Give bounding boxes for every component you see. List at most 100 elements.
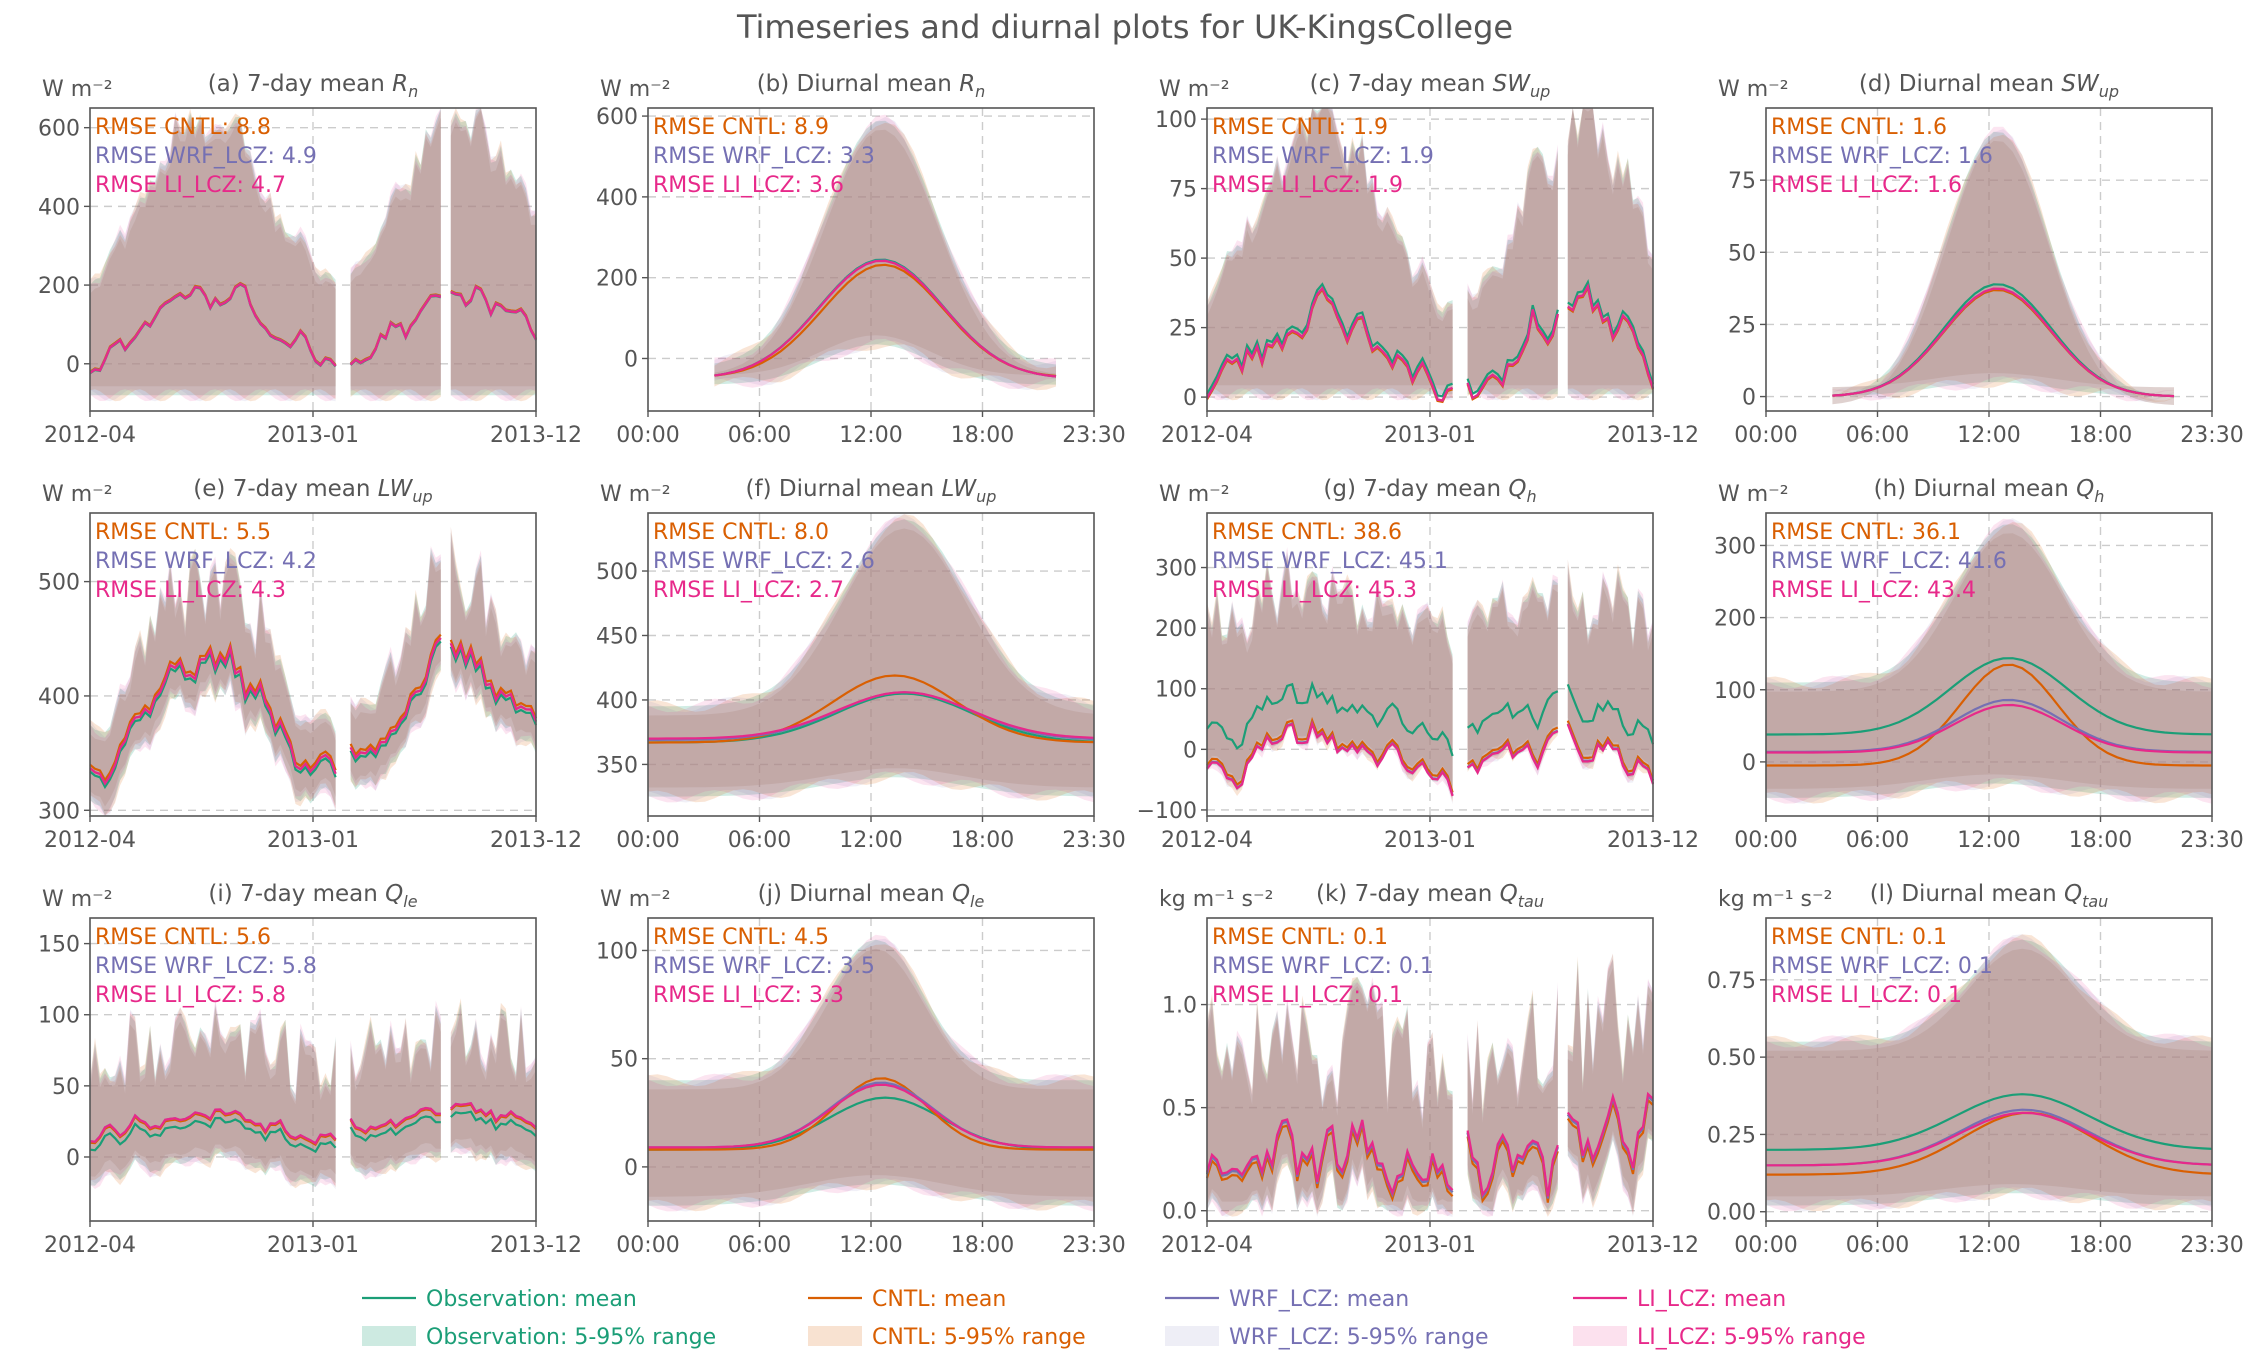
wrf_lcz-range-band	[648, 514, 1094, 803]
x-tick-label: 12:00	[1957, 828, 2020, 853]
x-tick-label: 2013-12	[1607, 828, 1699, 853]
observation-range-band	[90, 108, 536, 396]
li_lcz-range-band	[714, 114, 1056, 389]
overlap-range-band	[1207, 968, 1653, 1202]
y-tick-label: 400	[38, 685, 80, 710]
x-tick-label: 12:00	[839, 828, 902, 853]
wrf_lcz-range-band	[90, 527, 536, 816]
y-tick-label: 300	[38, 799, 80, 824]
panel-l: 00:00 06:00 12:00 18:00 23:30 0.00 0.25 0.50 0.7…	[1707, 881, 2244, 1258]
y-unit-label: W m⁻²	[42, 887, 113, 912]
li_lcz-mean-line	[1766, 703, 2213, 754]
rmse-li_lcz: RMSE LI_LCZ: 5.8	[95, 983, 286, 1008]
y-tick-label: 100	[596, 939, 638, 964]
y-tick-label: 0.00	[1707, 1201, 1756, 1226]
y-unit-label: W m⁻²	[600, 887, 671, 912]
cntl-range-band	[1832, 134, 2174, 403]
y-tick-label: 75	[1169, 178, 1197, 203]
li_lcz-mean-line	[648, 691, 1095, 740]
panel-title: (l) Diurnal mean Qtau	[1870, 881, 2109, 911]
y-tick-label: 400	[38, 195, 80, 220]
x-tick-label: 06:00	[1846, 828, 1909, 853]
x-tick-label: 18:00	[2069, 828, 2132, 853]
rmse-li_lcz: RMSE LI_LCZ: 43.4	[1771, 578, 1976, 603]
rmse-cntl: RMSE CNTL: 0.1	[1771, 925, 1947, 950]
y-tick-label: 100	[1714, 679, 1756, 704]
x-tick-label: 06:00	[728, 828, 791, 853]
overlap-range-band	[90, 1011, 536, 1179]
x-tick-label: 23:30	[1062, 828, 1125, 853]
observation-range-band	[648, 519, 1094, 797]
rmse-li_lcz: RMSE LI_LCZ: 4.3	[95, 578, 286, 603]
y-tick-label: 450	[596, 624, 638, 649]
panel-title: (e) 7-day mean LWup	[193, 476, 432, 506]
y-tick-label: 200	[596, 267, 638, 292]
overlap-range-band	[1766, 533, 2212, 789]
overlap-range-band	[648, 528, 1094, 788]
rmse-cntl: RMSE CNTL: 5.6	[95, 925, 271, 950]
x-tick-label: 23:30	[2180, 828, 2243, 853]
y-unit-label: W m⁻²	[42, 482, 113, 507]
rmse-li_lcz: RMSE LI_LCZ: 3.6	[653, 173, 844, 198]
y-tick-label: 50	[1169, 247, 1197, 272]
li_lcz-mean-line	[1766, 1111, 2213, 1167]
rmse-wrf_lcz: RMSE WRF_LCZ: 0.1	[1212, 954, 1434, 979]
rmse-cntl: RMSE CNTL: 4.5	[653, 925, 829, 950]
y-tick-label: 0	[1742, 751, 1756, 776]
rmse-cntl: RMSE CNTL: 5.5	[95, 520, 271, 545]
x-tick-label: 2012-04	[44, 828, 136, 853]
y-tick-label: 100	[1155, 678, 1197, 703]
y-tick-label: 100	[1155, 108, 1197, 133]
rmse-cntl: RMSE CNTL: 1.9	[1212, 115, 1388, 140]
rmse-cntl: RMSE CNTL: 8.8	[95, 115, 271, 140]
panel-i: 2012-04 2013-01 2013-12 0 50 100 150 W m⁻² (i) 7…	[38, 881, 582, 1258]
x-tick-label: 2013-12	[1607, 423, 1699, 448]
y-unit-label: kg m⁻¹ s⁻²	[1159, 887, 1273, 912]
panel-title: (a) 7-day mean Rn	[208, 71, 419, 101]
cntl-mean-line	[648, 1077, 1094, 1151]
y-tick-label: 400	[596, 186, 638, 211]
y-tick-label: 0	[1183, 386, 1197, 411]
panel-title: (k) 7-day mean Qtau	[1316, 881, 1544, 911]
rmse-li_lcz: RMSE LI_LCZ: 1.6	[1771, 173, 1962, 198]
li_lcz-mean-line	[89, 637, 538, 786]
x-tick-label: 00:00	[616, 828, 679, 853]
li_lcz-mean-line	[89, 1101, 537, 1145]
rmse-wrf_lcz: RMSE WRF_LCZ: 2.6	[653, 549, 875, 574]
x-tick-label: 2012-04	[1161, 828, 1253, 853]
x-tick-label: 2012-04	[1161, 1233, 1253, 1258]
rmse-li_lcz: RMSE LI_LCZ: 0.1	[1212, 983, 1403, 1008]
y-tick-label: 75	[1728, 169, 1756, 194]
overlap-range-band	[714, 129, 1056, 376]
legend-range-swatch	[808, 1326, 862, 1346]
x-tick-label: 00:00	[1734, 423, 1797, 448]
legend-li_lcz: LI_LCZ: mean LI_LCZ: 5-95% range	[1573, 1287, 1866, 1350]
li_lcz-mean-line	[1206, 720, 1655, 797]
li_lcz-range-band	[1832, 126, 2174, 402]
y-tick-label: 200	[38, 274, 80, 299]
panel-title: (h) Diurnal mean Qh	[1874, 476, 2105, 506]
legend-mean-label: LI_LCZ: mean	[1637, 1287, 1786, 1312]
panel-a: 2012-04 2013-01 2013-12 0 200 400 600 W m⁻² (a) …	[38, 71, 582, 448]
observation-mean-line	[1206, 680, 1655, 757]
legend-range-label: CNTL: 5-95% range	[872, 1325, 1086, 1350]
rmse-wrf_lcz: RMSE WRF_LCZ: 45.1	[1212, 549, 1448, 574]
observation-mean-line	[1766, 1093, 2213, 1151]
li_lcz-mean-line	[1206, 283, 1655, 402]
x-tick-label: 2013-01	[1384, 828, 1476, 853]
panel-j: 00:00 06:00 12:00 18:00 23:30 0 50 100 W m⁻² (j) …	[596, 881, 1126, 1258]
x-tick-label: 00:00	[616, 423, 679, 448]
rmse-wrf_lcz: RMSE WRF_LCZ: 1.9	[1212, 144, 1434, 169]
y-tick-label: −100	[1137, 799, 1197, 824]
y-tick-label: 0	[1742, 386, 1756, 411]
y-tick-label: 200	[1155, 617, 1197, 642]
panel-g: 2012-04 2013-01 2013-12 −100 0 100 200 300 W m⁻²…	[1137, 476, 1699, 853]
x-tick-label: 12:00	[839, 1233, 902, 1258]
cntl-range-band	[90, 526, 536, 816]
y-tick-label: 25	[1169, 317, 1197, 342]
legend-mean-label: WRF_LCZ: mean	[1229, 1287, 1409, 1312]
x-tick-label: 12:00	[1957, 423, 2020, 448]
panel-e: 2012-04 2013-01 2013-12 300 400 500 W m⁻² (e) 7…	[38, 476, 582, 853]
li_lcz-mean-line	[714, 259, 1057, 378]
